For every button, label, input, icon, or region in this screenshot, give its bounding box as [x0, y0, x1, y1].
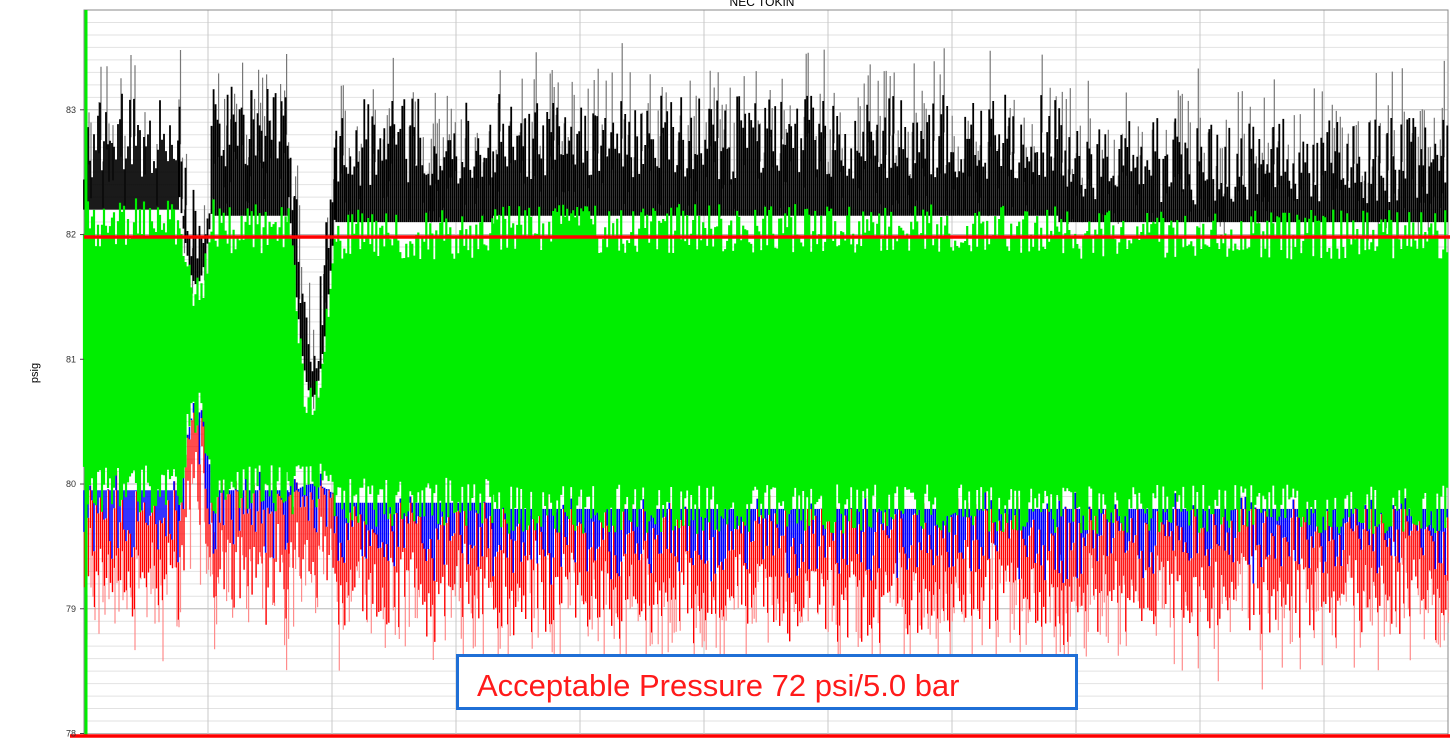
- acceptable-pressure-text: Acceptable Pressure 72 psi/5.0 bar: [477, 668, 960, 703]
- y-axis-label: psig: [29, 363, 41, 383]
- series-mean: [82, 198, 1449, 534]
- max-trace: [83, 86, 1449, 397]
- data-series: [82, 10, 1449, 736]
- y-tick-label: 80: [66, 479, 76, 489]
- acceptable-pressure-annotation: Acceptable Pressure 72 psi/5.0 bar: [456, 654, 1078, 710]
- y-tick-label: 79: [66, 604, 76, 614]
- chart-title: NEC TOKIN: [730, 0, 795, 9]
- y-tick-label: 78: [66, 729, 76, 739]
- y-axis-ticks: 78 79 80 81 82 83: [66, 105, 84, 739]
- series-max: [83, 86, 1449, 397]
- y-tick-label: 81: [66, 354, 76, 364]
- y-tick-label: 83: [66, 105, 76, 115]
- reference-lines: [70, 235, 1450, 738]
- y-tick-label: 82: [66, 230, 76, 240]
- mean-trace: [82, 198, 1449, 534]
